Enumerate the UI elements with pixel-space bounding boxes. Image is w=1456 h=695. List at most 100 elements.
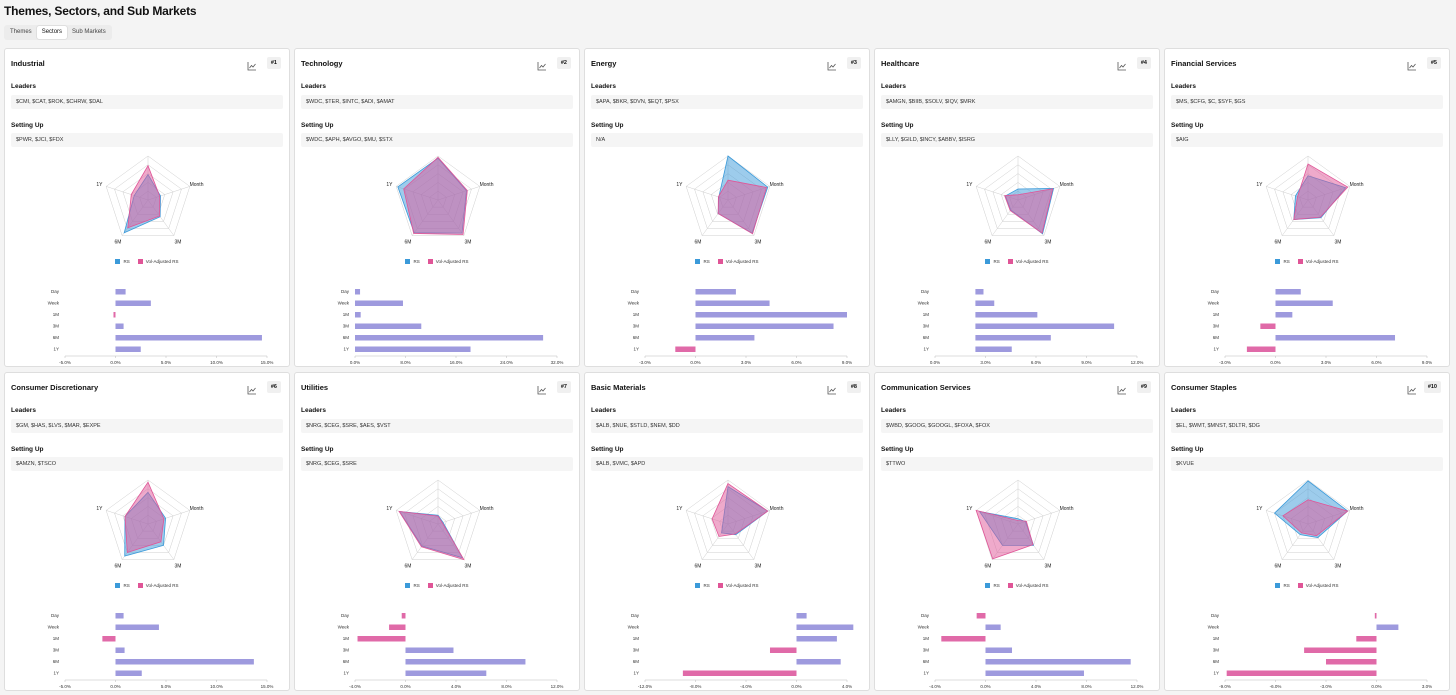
radar-grid-ring [114,488,182,553]
x-tick-label: 0.0% [690,360,700,365]
radar-axis-label: 1Y [1256,182,1263,188]
setting-up-list: $KVUE [1171,457,1443,471]
card-header: Consumer Discretionary #6 [11,381,283,395]
radar-axis-label: Month [770,182,784,188]
legend-swatch-vol-adjusted-rs [1007,583,1013,589]
bar [1304,647,1377,653]
bar [796,636,837,642]
setting-up-list: $NRG, $CEG, $SRE [301,457,573,471]
bar-category-label: 1M [633,312,640,317]
bar-category-label: 6M [343,659,350,664]
setting-up-list: $AIG [1171,133,1443,147]
radar-grid-ring [105,479,191,560]
x-tick-label: 0.0% [1270,360,1280,365]
bar [975,289,984,295]
legend-label-vol-adjusted-rs: Vol-Adjusted RS [1305,583,1339,588]
x-tick-label: -3.0% [1320,684,1332,689]
x-tick-label: 0.0% [110,360,120,365]
bar-chart: Day Week 1M 3M 6M 1Y -4.0% 0.0% 4.0% 8.0% 12.0% [338,613,563,689]
radar-axis-label: Week [142,151,155,153]
bar-category-label: Day [51,289,60,294]
bar [405,647,454,653]
x-tick-label: 4.0% [451,684,461,689]
radar-axis-label: Week [722,475,735,477]
bar [355,312,361,318]
legend-item-vol-adjusted-rs: Vol-Adjusted RS [1297,259,1339,265]
bar [1275,289,1301,295]
radar-vol-adjusted-series [1004,188,1054,234]
line-chart-icon[interactable] [247,58,257,71]
bar [695,323,834,329]
legend-swatch-rs [985,259,991,265]
x-tick-label: 6.0% [1371,360,1381,365]
bar [115,335,262,341]
line-chart-icon[interactable] [1407,58,1417,71]
leaders-label: Leaders [11,83,36,90]
legend-item-vol-adjusted-rs: Vol-Adjusted RS [1007,259,1049,265]
sector-card: Consumer Staples #10 Leaders $EL, $WMT, $MN… [1164,372,1450,691]
x-tick-label: -6.0% [1270,684,1282,689]
line-chart-icon[interactable] [247,382,257,395]
x-tick-label: 24.0% [500,360,513,365]
radar-axis-label: 1Y [1256,506,1263,512]
sector-name: Utilities [301,383,329,392]
radar-axis-label: Month [1350,182,1364,188]
line-chart-icon[interactable] [827,58,837,71]
rank-badge: #4 [1136,57,1151,69]
legend-item-vol-adjusted-rs: Vol-Adjusted RS [1297,583,1339,589]
leaders-list: $WDC, $TER, $INTC, $ADI, $AMAT [301,95,573,109]
setting-up-list: $PWR, $JCI, $FDX [11,133,283,147]
radar-chart: Week Month 3M 6M 1Y [966,475,1074,569]
bar-category-label: 6M [923,659,930,664]
x-tick-label: 5.0% [161,684,171,689]
radar-axis-label: Month [1060,506,1074,512]
legend-item-vol-adjusted-rs: Vol-Adjusted RS [717,259,759,265]
legend-label-vol-adjusted-rs: Vol-Adjusted RS [725,583,759,588]
radar-axis-label: Week [1012,151,1025,153]
legend-item-vol-adjusted-rs: Vol-Adjusted RS [427,583,469,589]
bar-category-label: 3M [1213,324,1220,329]
line-chart-icon[interactable] [1117,382,1127,395]
x-tick-label: 16.0% [450,360,463,365]
radar-axis-label: 1Y [676,506,683,512]
line-chart-icon[interactable] [827,382,837,395]
legend-label-vol-adjusted-rs: Vol-Adjusted RS [1015,583,1049,588]
line-chart-icon[interactable] [537,58,547,71]
legend-label-rs: RS [993,259,1000,264]
legend-swatch-vol-adjusted-rs [137,259,143,265]
bar [1376,624,1399,630]
legend-label-rs: RS [413,259,420,264]
radar-axis-label: 3M [755,563,762,569]
bar [976,613,986,619]
tab-sub-markets[interactable]: Sub Markets [72,29,106,35]
bar [1275,335,1396,341]
line-chart-icon[interactable] [1117,58,1127,71]
tab-themes[interactable]: Themes [10,29,32,35]
x-tick-label: 8.0% [400,360,410,365]
legend-item-rs: RS [1275,583,1290,589]
x-tick-label: 4.0% [842,684,852,689]
line-chart-icon[interactable] [1407,382,1417,395]
x-tick-label: -5.0% [59,360,71,365]
radar-axis-label: Month [190,182,204,188]
bar-category-label: 1Y [53,347,59,352]
bar-category-label: 1M [1213,636,1220,641]
setting-up-label: Setting Up [1171,446,1204,453]
line-chart-icon[interactable] [537,382,547,395]
leaders-list: $MS, $CFG, $C, $SYF, $GS [1171,95,1443,109]
bar-category-label: Day [631,289,640,294]
bar-category-label: 6M [633,335,640,340]
radar-axis-label: Week [1302,475,1315,477]
sector-card: Industrial #1 Leaders $CMI, $CAT, $ROK, $CH… [4,48,290,367]
tab-sectors[interactable]: Sectors [36,26,68,39]
legend-item-vol-adjusted-rs: Vol-Adjusted RS [137,583,179,589]
x-tick-label: 3.0% [1321,360,1331,365]
radar-axis-label: 3M [755,239,762,245]
radar-axis-label: 6M [695,563,702,569]
x-tick-label: 12.0% [1131,360,1144,365]
sector-name: Industrial [11,59,45,68]
bar [115,659,254,665]
x-tick-label: 15.0% [261,360,274,365]
bar-category-label: 1Y [1213,671,1219,676]
sector-card: Basic Materials #8 Leaders $ALB, $NUE, $STL… [584,372,870,691]
